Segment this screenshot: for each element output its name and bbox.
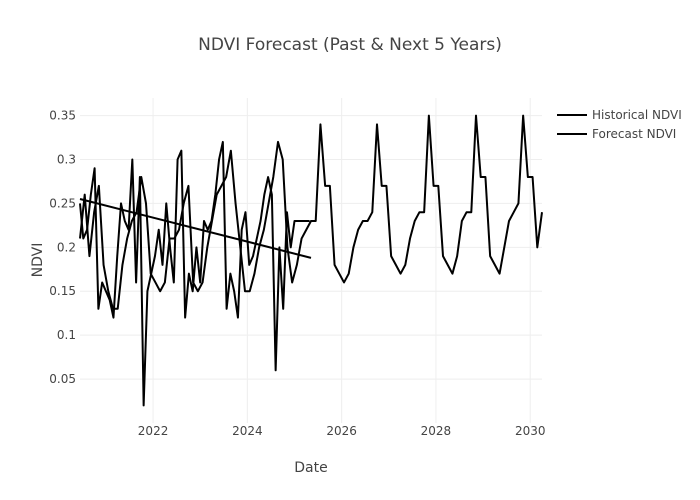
y-tick-label: 0.25 [49, 196, 76, 210]
y-tick-label: 0.3 [57, 152, 76, 166]
series-line-forecast-ndvi [79, 114, 543, 310]
y-axis-title: NDVI [30, 243, 46, 278]
series-line-historical-ndvi [79, 140, 310, 407]
series-layer [79, 114, 543, 407]
y-tick-label: 0.05 [49, 372, 76, 386]
trend-line [79, 198, 312, 259]
legend-item-historical[interactable]: Historical NDVI [557, 108, 682, 122]
grid-layer [80, 98, 542, 423]
legend-label-forecast: Forecast NDVI [592, 127, 676, 141]
chart-title: NDVI Forecast (Past & Next 5 Years) [198, 35, 502, 55]
x-tick-label: 2024 [232, 424, 263, 438]
y-tick-label: 0.15 [49, 284, 76, 298]
y-tick-label: 0.35 [49, 109, 76, 123]
x-tick-label: 2028 [421, 424, 452, 438]
y-tick-label: 0.1 [57, 328, 76, 342]
x-tick-label: 2026 [326, 424, 357, 438]
y-tick-label: 0.2 [57, 240, 76, 254]
x-tick-label: 2030 [515, 424, 546, 438]
x-axis-ticks: 2022 2024 2026 2028 2030 [138, 424, 546, 438]
x-axis-title: Date [294, 460, 327, 476]
x-tick-label: 2022 [138, 424, 169, 438]
legend-label-historical: Historical NDVI [592, 108, 682, 122]
y-axis-ticks: 0.05 0.1 0.15 0.2 0.25 0.3 0.35 [49, 109, 76, 387]
legend-item-forecast[interactable]: Forecast NDVI [557, 127, 676, 141]
legend: Historical NDVI Forecast NDVI [557, 108, 682, 141]
